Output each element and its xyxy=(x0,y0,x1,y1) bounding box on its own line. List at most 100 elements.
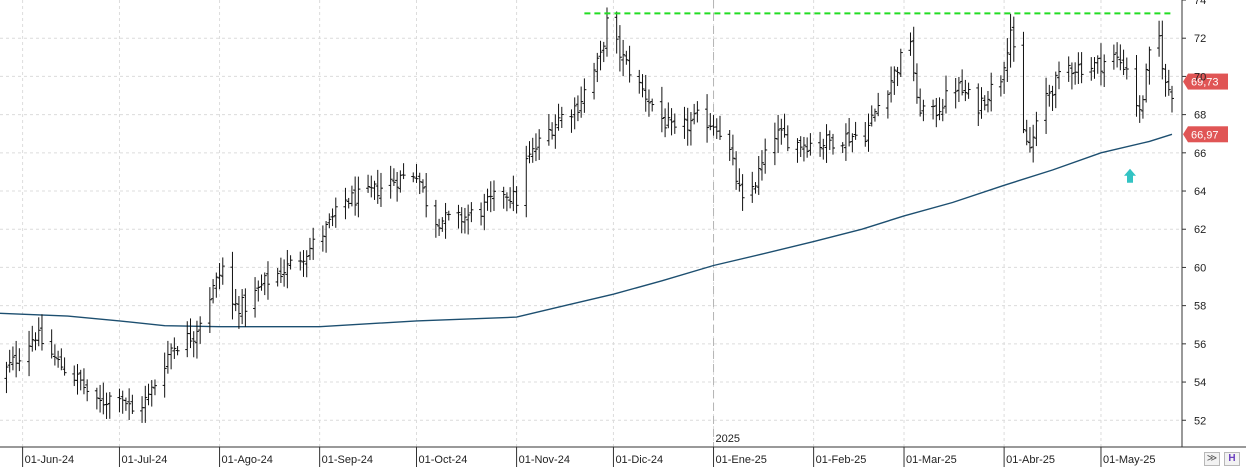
ohlc-bar xyxy=(1066,56,1071,82)
ohlc-bar xyxy=(931,99,936,120)
ohlc-bar xyxy=(1115,42,1120,68)
ohlc-bar xyxy=(763,138,768,174)
ohlc-bar xyxy=(366,174,371,193)
ohlc-bar xyxy=(1076,52,1081,85)
layout-toggle-button[interactable]: H xyxy=(1224,452,1240,466)
ohlc-bar xyxy=(169,343,174,370)
ohlc-bar xyxy=(85,379,90,402)
ohlc-bar xyxy=(979,87,984,119)
ohlc-bar xyxy=(866,113,871,152)
ohlc-bar xyxy=(491,180,496,211)
ohlc-bar xyxy=(30,325,35,352)
ohlc-bar xyxy=(343,187,348,220)
ohlc-bar xyxy=(943,75,948,114)
ohlc-bar xyxy=(595,52,600,83)
y-tick-label: 72 xyxy=(1194,33,1206,45)
ohlc-bar xyxy=(1056,61,1061,90)
ohlc-bar xyxy=(692,103,697,125)
ohlc-bar xyxy=(456,204,461,229)
ohlc-bar xyxy=(127,388,132,420)
ohlc-bar xyxy=(275,267,280,287)
price-tag-label: 69,73 xyxy=(1191,77,1219,89)
ohlc-bar xyxy=(598,40,603,71)
ohlc-bar xyxy=(1124,57,1129,80)
ohlc-bar xyxy=(776,114,781,154)
ohlc-bar xyxy=(440,217,445,232)
ohlc-bar xyxy=(98,384,103,413)
ohlc-bar xyxy=(62,357,67,376)
overlay-layer: 69,73 66,97 xyxy=(584,12,1228,183)
ohlc-bar xyxy=(669,108,674,136)
ohlc-bar xyxy=(198,316,203,344)
ohlc-bar xyxy=(579,86,584,118)
ohlc-bar xyxy=(469,202,474,223)
ohlc-bar xyxy=(1079,52,1084,84)
ohlc-bar xyxy=(730,134,735,166)
ohlc-bar xyxy=(1069,62,1074,90)
ohlc-bar xyxy=(572,97,577,130)
ohlc-bar xyxy=(1050,85,1055,111)
ohlc-bar xyxy=(36,317,41,347)
ohlc-bar xyxy=(617,25,622,72)
y-tick-label: 66 xyxy=(1194,148,1206,160)
ohlc-bar xyxy=(211,279,216,304)
ohlc-bar xyxy=(1031,124,1036,163)
x-tick-label: 01-Abr-25 xyxy=(1006,454,1055,466)
ohlc-bar xyxy=(1144,63,1149,103)
ohlc-bar xyxy=(956,76,961,103)
ohlc-bar xyxy=(976,83,981,127)
ohlc-bar xyxy=(898,48,903,77)
ohlc-bar xyxy=(989,72,994,112)
ohlc-bar xyxy=(830,133,835,155)
ohlc-bar xyxy=(785,125,790,152)
ohlc-bar xyxy=(424,172,429,218)
ohlc-bar xyxy=(582,78,587,113)
ohlc-bar xyxy=(327,213,332,229)
x-tick-label: 01-Jul-24 xyxy=(121,454,167,466)
ohlc-bar xyxy=(39,314,44,351)
ohlc-bar xyxy=(688,112,693,146)
y-tick-label: 52 xyxy=(1194,415,1206,427)
ohlc-bar xyxy=(194,320,199,359)
ohlc-bar xyxy=(324,221,329,253)
ohlc-bar xyxy=(488,181,493,213)
ohlc-bar xyxy=(705,94,710,143)
ohlc-bar xyxy=(801,136,806,162)
ohlc-bar xyxy=(285,249,290,289)
ohlc-bar xyxy=(759,150,764,181)
ohlc-bar xyxy=(1102,54,1107,87)
y-tick-label: 68 xyxy=(1194,110,1206,122)
ohlc-bar xyxy=(779,118,784,145)
ohlc-bar xyxy=(1089,57,1094,81)
ohlc-bar xyxy=(1034,111,1039,147)
y-tick-label: 56 xyxy=(1194,339,1206,351)
ohlc-bar xyxy=(443,202,448,239)
ohlc-bar xyxy=(330,208,335,227)
ohlc-bar xyxy=(643,74,648,112)
ohlc-bar xyxy=(52,344,57,366)
ohlc-bar xyxy=(966,82,971,99)
ohlc-bar xyxy=(827,130,832,151)
collapse-panel-button[interactable]: ≫ xyxy=(1204,452,1220,466)
ohlc-bar xyxy=(59,348,64,371)
ohlc-bar xyxy=(191,331,196,358)
ohlc-bar xyxy=(892,66,897,95)
ohlc-bar xyxy=(727,130,732,161)
price-bars xyxy=(4,7,1174,423)
ohlc-bar xyxy=(640,74,645,98)
ohlc-bar xyxy=(1002,61,1007,94)
y-tick-label: 62 xyxy=(1194,224,1206,236)
ohlc-bar xyxy=(604,7,609,57)
ohlc-bar xyxy=(1024,119,1029,146)
price-tag: 69,73 xyxy=(1183,73,1228,90)
ohlc-bar xyxy=(417,172,422,195)
ohlc-bar xyxy=(569,109,574,133)
ohlc-bar xyxy=(233,288,238,312)
ohlc-bar xyxy=(872,108,877,122)
ohlc-bar xyxy=(333,197,338,228)
ohlc-bar xyxy=(756,155,761,195)
x-tick-label: 01-Nov-24 xyxy=(519,454,570,466)
ohlc-bar xyxy=(559,106,564,128)
